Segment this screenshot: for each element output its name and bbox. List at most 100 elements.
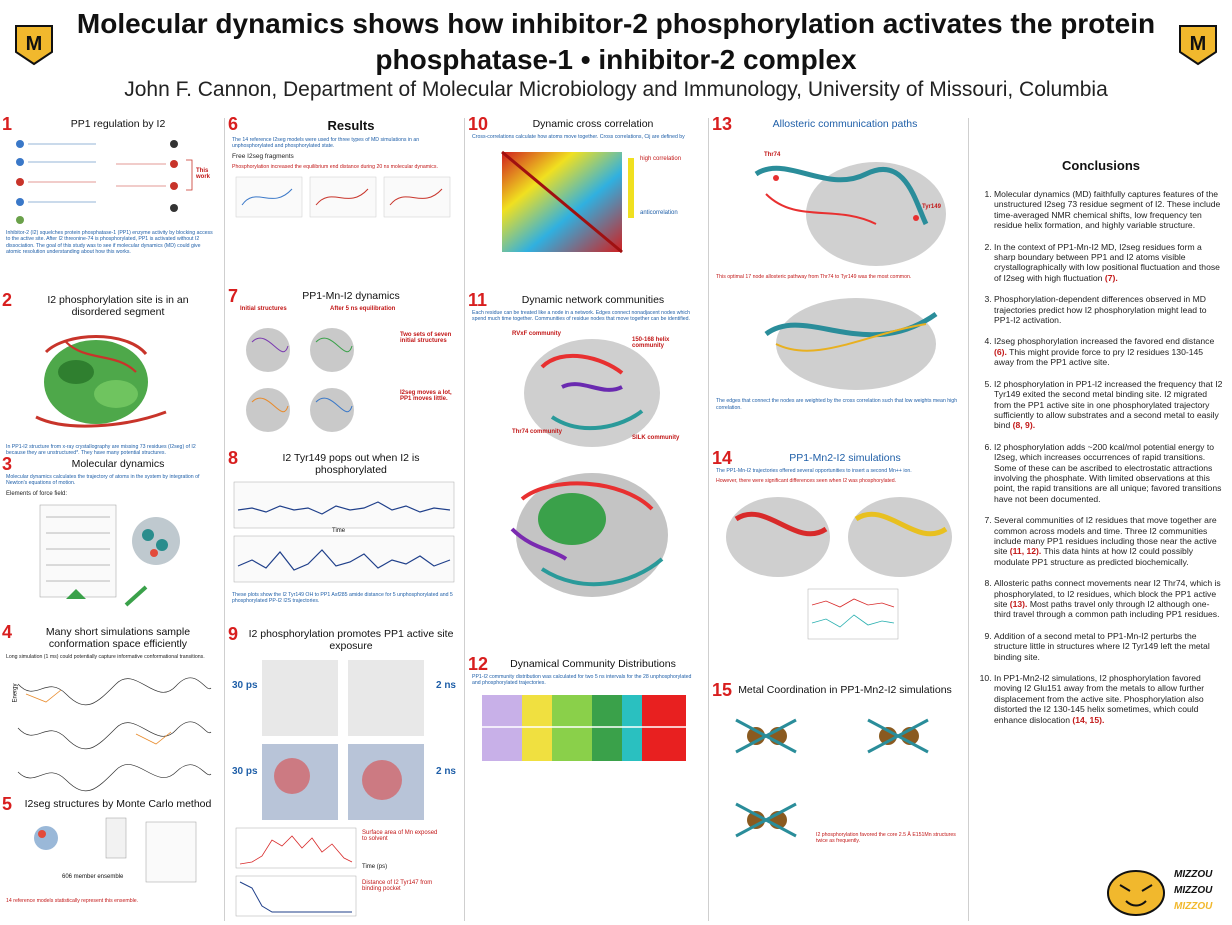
mizzou-wordmark: MIZZOU [1174, 885, 1213, 896]
section-title: PP1 regulation by I2 [70, 118, 166, 130]
structure-sets-label: Two sets of seven initial structures [400, 332, 452, 344]
conclusion-item: Allosteric paths connect movements near … [994, 578, 1224, 620]
ensemble-size-label: 606 member ensemble [62, 874, 124, 880]
section-1: 1 PP1 regulation by I2 This work Inhibit… [0, 114, 222, 290]
distance-trace-svg [807, 588, 899, 640]
regulation-diagram-svg [16, 140, 193, 224]
pp1-mn-i2-svg [246, 328, 354, 432]
section-text: These plots show the I2 Tyr149 OH to PP1… [232, 592, 453, 605]
section-11: 11 Dynamic network communities Each resi… [466, 290, 706, 654]
section-number: 9 [228, 624, 239, 644]
conclusion-item: I2 phosphorylation adds ~200 kcal/mol po… [994, 442, 1224, 504]
pp1-mn-i2-figure: Initial structures After 5 ns equilibrat… [232, 306, 456, 436]
section-title: Dynamic cross correlation [532, 118, 654, 130]
column-3: 10 Dynamic cross correlation Cross-corre… [466, 114, 706, 925]
this-work-label: This work [196, 168, 211, 180]
section-5: 5 I2seg structures by Monte Carlo method… [0, 794, 222, 924]
section-text: In PP1-I2 structure from x-ray crystallo… [6, 444, 196, 457]
section-title: Allosteric communication paths [772, 118, 918, 130]
conclusions-title: Conclusions [1061, 158, 1140, 173]
energy-axis-label: Energy [12, 683, 19, 703]
column-1: 1 PP1 regulation by I2 This work Inhibit… [0, 114, 222, 925]
tyr149-label: Tyr149 [922, 204, 941, 210]
conclusion-item: Phosphorylation-dependent differences ob… [994, 294, 1224, 325]
time-label-2ns: 2 ns [435, 680, 456, 691]
mizzou-logo-icon: M [1179, 25, 1217, 66]
section-8: 8 I2 Tyr149 pops out when I2 is phosphor… [226, 448, 462, 624]
community-distribution-svg [482, 694, 686, 761]
section-7: 7 PP1-Mn-I2 dynamics Initial structures … [226, 286, 462, 448]
section-4: 4 Many short simulations sample conforma… [0, 622, 222, 794]
conclusions-list: Molecular dynamics (MD) faithfully captu… [970, 189, 1232, 725]
tyr147-distance-label: Distance of I2 Tyr147 from binding pocke… [362, 880, 433, 892]
column-divider [968, 118, 969, 921]
section-title: PP1-Mn2-I2 simulations [789, 452, 901, 464]
section-3: 3 Molecular dynamics Molecular dynamics … [0, 454, 222, 622]
section-number: 14 [712, 448, 733, 468]
distance-trace-plot [716, 585, 960, 645]
energy-landscape-figure: Energy [6, 664, 216, 792]
fragment-svg [235, 176, 451, 217]
section-title: Molecular dynamics [71, 458, 165, 470]
section-number: 8 [228, 448, 239, 468]
force-field-label: Elements of force field: [6, 490, 68, 497]
equilibration-label: After 5 ns equilibration [330, 306, 396, 312]
community-structure-svg [510, 472, 668, 597]
conclusion-item: I2seg phosphorylation increased the favo… [994, 336, 1224, 367]
pp1-i2-structure-figure [6, 322, 216, 440]
section-highlight: Phosphorylation increased the equilibriu… [232, 164, 438, 171]
poster-title: Molecular dynamics shows how inhibitor-2… [76, 8, 1156, 75]
section-number: 1 [2, 114, 13, 134]
section-highlight: This optimal 17 node allosteric pathway … [716, 274, 912, 280]
community-network-figure: RVxF community 150-168 helix community S… [472, 327, 700, 457]
heatmap-svg [501, 151, 634, 254]
section-number: 11 [468, 290, 488, 310]
surface-area-label: Surface area of Mn exposed to solvent [362, 830, 438, 842]
thr74-community-label: Thr74 community [512, 428, 563, 435]
section-number: 10 [468, 114, 489, 134]
tiger-head-icon [1107, 870, 1165, 916]
section-text: PP1-I2 community distribution was calcul… [472, 674, 692, 687]
initial-structures-label: Initial structures [240, 306, 287, 312]
community-network-svg [524, 338, 660, 447]
community-distribution-chart [472, 691, 700, 767]
section-10: 10 Dynamic cross correlation Cross-corre… [466, 114, 706, 290]
regulation-diagram: This work [6, 134, 216, 226]
energy-landscape-svg [17, 678, 212, 792]
svg-text:M: M [1190, 33, 1207, 55]
conclusion-item: In the context of PP1-Mn-I2 MD, I2seg re… [994, 242, 1224, 284]
community-structure-figure [472, 459, 700, 609]
section-text: The edges that connect the nodes are wei… [716, 398, 958, 411]
section-number: 3 [2, 454, 13, 474]
section-text: Each residue can be treated like a node … [472, 310, 691, 323]
section-text: Cross-correlations calculate how atoms m… [472, 134, 685, 140]
column-divider [708, 118, 709, 921]
section-title: Dynamical Community Distributions [510, 658, 676, 670]
metal-coordination-svg [735, 718, 929, 838]
section-text: The 14 reference I2seg models were used … [232, 137, 420, 150]
section-title: Many short simulations sample conformati… [45, 626, 191, 650]
section-number: 13 [712, 114, 733, 134]
mizzou-logo-icon: M [15, 25, 53, 66]
section-highlight: I2 phosphorylation favored the core 2.5 … [816, 832, 956, 845]
section-text: Long simulation (1 ms) could potentially… [6, 654, 205, 660]
column-5: Conclusions Molecular dynamics (MD) fait… [970, 114, 1232, 925]
column-4: 13 Allosteric communication paths Thr74 … [710, 114, 966, 925]
tyr149-plots-svg [233, 481, 455, 583]
section-title: Results [327, 118, 375, 133]
active-site-svg [262, 660, 424, 820]
pp1-mn2-structure-figure [716, 489, 960, 583]
exposure-time-plots: Surface area of Mn exposed to solvent Di… [232, 826, 456, 922]
section-text: Molecular dynamics calculates the trajec… [6, 474, 200, 487]
time-axis-label: Time [332, 528, 346, 534]
section-13: 13 Allosteric communication paths Thr74 … [710, 114, 966, 448]
i2seg-moves-label: I2seg moves a lot, PP1 moves little. [400, 390, 452, 402]
section-title: I2 phosphorylation promotes PP1 active s… [248, 628, 454, 652]
section-number: 4 [2, 622, 13, 642]
allosteric-path-2-svg [764, 298, 938, 391]
section-title: Metal Coordination in PP1-Mn2-I2 simulat… [738, 684, 952, 696]
rvxf-community-label: RVxF community [512, 330, 561, 337]
pp1-mn2-svg [726, 496, 952, 577]
conclusion-item: Molecular dynamics (MD) faithfully captu… [994, 189, 1224, 231]
section-title: I2 phosphorylation site is in an disorde… [47, 294, 189, 318]
